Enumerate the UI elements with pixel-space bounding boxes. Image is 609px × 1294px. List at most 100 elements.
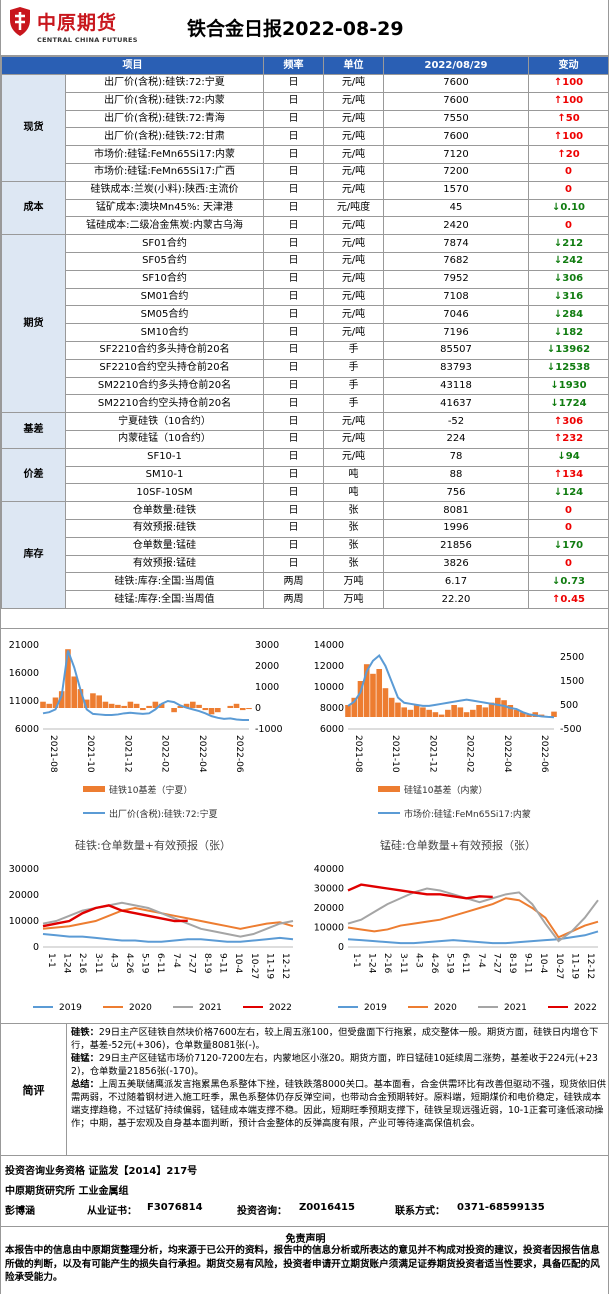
row-frequency: 日 [263,394,324,414]
down-arrow-icon: ↓ [550,379,559,391]
table-row: SM10合约日元/吨 7196 ↓182 [2,323,609,342]
row-unit: 元/吨 [323,323,384,342]
table-row: 市场价:硅锰:FeMn65Si17:内蒙日元/吨 7120 ↑20 [2,145,609,164]
group-label: 成本 [1,180,66,236]
x-tick-label: 6-11 [460,953,470,973]
row-unit: 手 [323,340,384,360]
row-item: 硅锰:库存:全国:当周值 [65,590,264,609]
basis-bar [488,702,495,717]
row-item: SM2210合约多头持仓前20名 [65,376,264,396]
table-row: 内蒙硅锰（10合约）日元/吨 224 ↑232 [2,429,609,449]
chart-ferrosilicon-basis: 21000 16000 11000 6000 3000 2000 1000 0 -1000 202… [9,640,283,820]
row-unit: 万吨 [323,590,384,609]
commentary-paragraph: 硅锰：29日主产区硅锰市场价7120-7200左右，内蒙地区小涨20。期货方面，… [71,1052,606,1078]
basis-bar [202,708,209,711]
row-change: ↓1724 [528,394,609,414]
legend-label: 2020 [434,1003,457,1013]
row-unit: 张 [323,518,384,538]
series-line [347,883,493,900]
row-frequency: 日 [263,216,324,236]
legend-label: 硅铁10基差（宁夏） [109,784,192,796]
row-unit: 元/吨 [323,251,384,271]
table-row: SF10合约日元/吨 7952 ↓306 [2,269,609,289]
org-line: 中原期货研究所 工业金属组 [5,1186,129,1197]
row-unit: 张 [323,501,384,520]
legend-label: 硅锰10基差（内蒙） [404,784,487,796]
row-value: 85507 [383,340,529,360]
commentary-paragraph: 总结：上周五美联储鹰派发言拖累黑色系整体下挫，硅铁跌落8000关口。基本面看，合… [71,1078,606,1130]
row-frequency: 日 [263,554,324,574]
change-value: 20 [565,148,580,160]
legend-label: 市场价:硅锰:FeMn65Si17:内蒙 [404,808,531,820]
down-arrow-icon: ↓ [553,486,563,498]
basis-bar [376,669,383,717]
table-row: 现货 出厂价(含税):硅铁:72:宁夏日元/吨 7600 ↑100 [1,74,609,182]
basis-bar [58,691,65,708]
basis-bar [196,704,202,708]
table-row: 锰硅成本:二级冶金焦炭:内蒙古乌海日元/吨 2420 0 [2,216,609,236]
x-tick-label: 4-3 [108,953,118,968]
brand-english: CENTRAL CHINA FUTURES [37,36,138,44]
change-value: 242 [562,255,584,267]
row-unit: 万吨 [323,572,384,592]
commentary-body: 硅铁：29日主产区硅铁自然块价格7600左右，较上周五涨100，但受盘面下行拖累… [71,1026,606,1130]
row-item: 市场价:硅锰:FeMn65Si17:内蒙 [65,145,264,164]
page-title: 铁合金日报2022-08-29 [187,18,404,40]
row-value: 7120 [383,145,529,164]
row-item: SF01合约 [65,234,264,253]
basis-bar [239,708,246,711]
disclaimer-text: 本报告中的信息由中原期货整理分析，均来源于已公开的资料，报告中的信息分析或所表达… [5,1245,600,1283]
row-frequency: 日 [263,412,324,431]
basis-bar [432,712,439,717]
x-tick-label: 11-19 [569,953,579,979]
report-footer: 投资咨询业务资格 证监发【2014】217号 中原期货研究所 工业金属组 彭博涵… [1,1156,609,1294]
analyst-name: 彭博涵 [5,1206,35,1217]
up-arrow-icon: ↑ [553,415,563,427]
row-item: 仓单数量:锰硅 [65,536,264,556]
row-frequency: 两周 [263,590,324,609]
row-change: ↓182 [528,323,609,342]
row-change: ↓12538 [528,358,609,378]
row-change: ↓212 [528,234,609,253]
table-row: 10SF-10SM 日吨 756 ↓124 [2,483,609,503]
basis-bar [90,693,96,708]
row-unit: 元/吨 [323,269,384,289]
x-tick-label: 1-1 [46,953,56,968]
paragraph-heading: 总结： [71,1079,99,1090]
row-change: ↑100 [528,74,609,93]
row-change: 0 [528,180,609,200]
x-tick-label: 2-16 [382,953,392,974]
row-item: SF2210合约多头持仓前20名 [65,340,264,360]
header-change: 变动 [528,56,609,75]
disclaimer-title: 免责声明 [285,1234,326,1245]
up-arrow-icon: ↑ [553,95,563,107]
row-value: 2420 [383,216,529,236]
change-value: 94 [565,451,580,463]
row-value: 41637 [383,394,529,414]
header-item: 项目 [1,56,264,75]
x-tick-label: 2021-08 [48,735,58,773]
right-tick-label: -500 [560,724,582,735]
left-tick-label: 8000 [320,703,344,714]
row-frequency: 日 [263,358,324,378]
row-change: ↓316 [528,287,609,307]
basis-bar [77,689,84,708]
x-tick-label: 2022-02 [465,735,475,773]
basis-bar [445,709,451,717]
row-change: ↑50 [528,109,609,129]
row-unit: 元/吨 [323,127,384,147]
x-tick-label: 1-24 [62,953,72,974]
left-tick-label: 21000 [9,640,39,651]
x-tick-label: 2-16 [77,953,87,974]
down-arrow-icon: ↓ [557,451,566,463]
row-change: ↓242 [528,251,609,271]
header-unit: 单位 [323,56,384,75]
down-arrow-icon: ↓ [550,397,559,409]
row-value: 45 [383,198,529,218]
table-row: SM2210合约多头持仓前20名日手 43118 ↓1930 [2,376,609,396]
x-tick-label: 2021-12 [427,735,437,773]
x-tick-label: 2022-04 [197,735,207,773]
change-value: 100 [562,95,584,107]
table-row: SF05合约日元/吨 7682 ↓242 [2,251,609,271]
row-unit: 吨 [323,465,384,485]
